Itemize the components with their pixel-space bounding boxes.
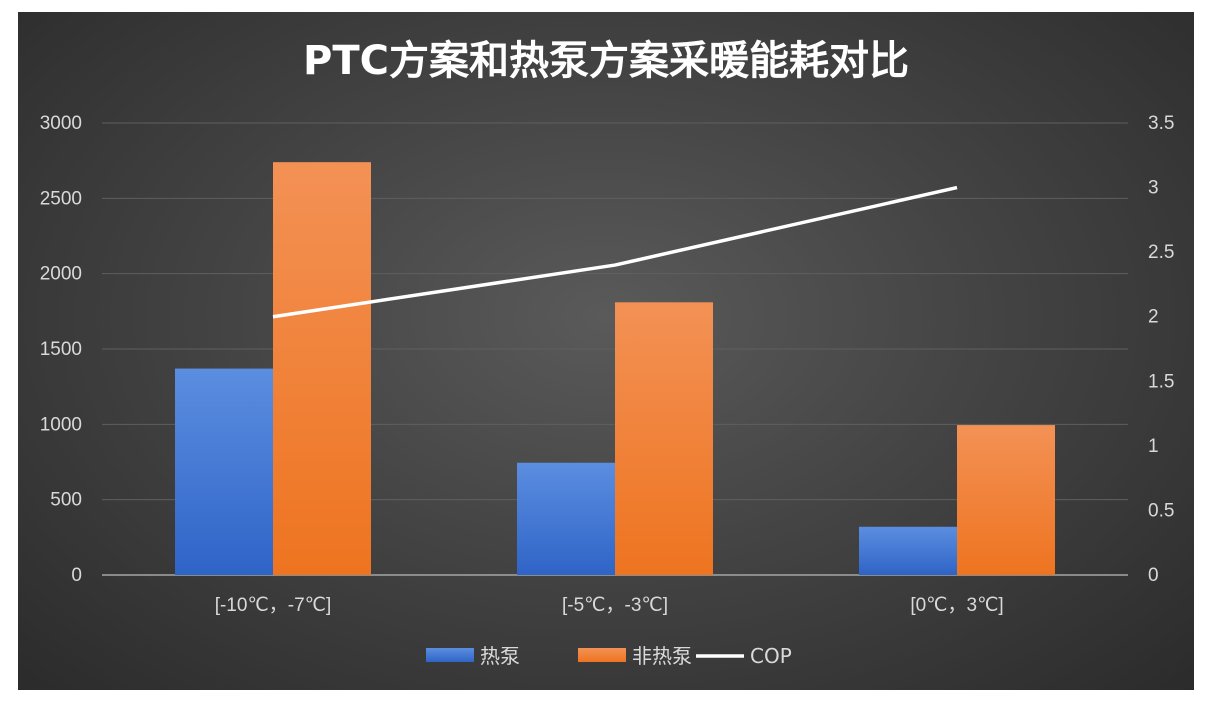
cop-line xyxy=(272,185,958,319)
legend-label: 非热泵 xyxy=(632,644,692,668)
right-tick-label: 2.5 xyxy=(1148,242,1174,263)
category-labels: [-10℃，-7℃] [-5℃，-3℃] [0℃，3℃] xyxy=(215,595,1004,616)
legend-swatch xyxy=(426,648,474,662)
left-tick-label: 2500 xyxy=(40,188,82,209)
left-tick-label: 1000 xyxy=(40,414,82,435)
left-tick-label: 1500 xyxy=(40,339,82,360)
right-tick-label: 0 xyxy=(1148,565,1159,586)
bar-non-heat-pump xyxy=(273,162,371,575)
right-tick-label: 3 xyxy=(1148,178,1159,199)
bars xyxy=(175,162,1055,575)
right-tick-label: 2 xyxy=(1148,307,1159,328)
left-tick-label: 3000 xyxy=(40,113,82,134)
right-axis: 0 0.5 1 1.5 2 2.5 3 3.5 xyxy=(1148,113,1174,586)
chart-title: PTC方案和热泵方案采暖能耗对比 xyxy=(303,38,909,84)
legend-label: 热泵 xyxy=(480,644,520,668)
right-tick-label: 0.5 xyxy=(1148,500,1174,521)
right-tick-label: 1 xyxy=(1148,436,1159,457)
category-label: [0℃，3℃] xyxy=(910,595,1003,616)
category-label: [-5℃，-3℃] xyxy=(562,595,668,616)
left-tick-label: 2000 xyxy=(40,264,82,285)
bar-heat-pump xyxy=(517,462,615,575)
legend-label: COP xyxy=(750,644,792,668)
legend-swatch xyxy=(578,648,626,662)
left-tick-label: 0 xyxy=(71,565,82,586)
bar-heat-pump xyxy=(859,526,957,575)
chart-panel: PTC方案和热泵方案采暖能耗对比 0 500 1000 1500 2000 2500 300… xyxy=(18,12,1194,690)
bar-non-heat-pump xyxy=(957,425,1055,575)
category-label: [-10℃，-7℃] xyxy=(215,595,332,616)
right-tick-label: 1.5 xyxy=(1148,371,1174,392)
left-axis: 0 500 1000 1500 2000 2500 3000 xyxy=(40,113,82,586)
bar-non-heat-pump xyxy=(615,302,713,575)
bar-heat-pump xyxy=(175,368,273,575)
right-tick-label: 3.5 xyxy=(1148,113,1174,134)
cop-line-layer xyxy=(272,185,958,319)
left-tick-label: 500 xyxy=(50,490,82,511)
chart-svg: PTC方案和热泵方案采暖能耗对比 05001000150020002500300… xyxy=(40,38,1175,668)
legend: 热泵 非热泵 COP xyxy=(426,644,792,668)
